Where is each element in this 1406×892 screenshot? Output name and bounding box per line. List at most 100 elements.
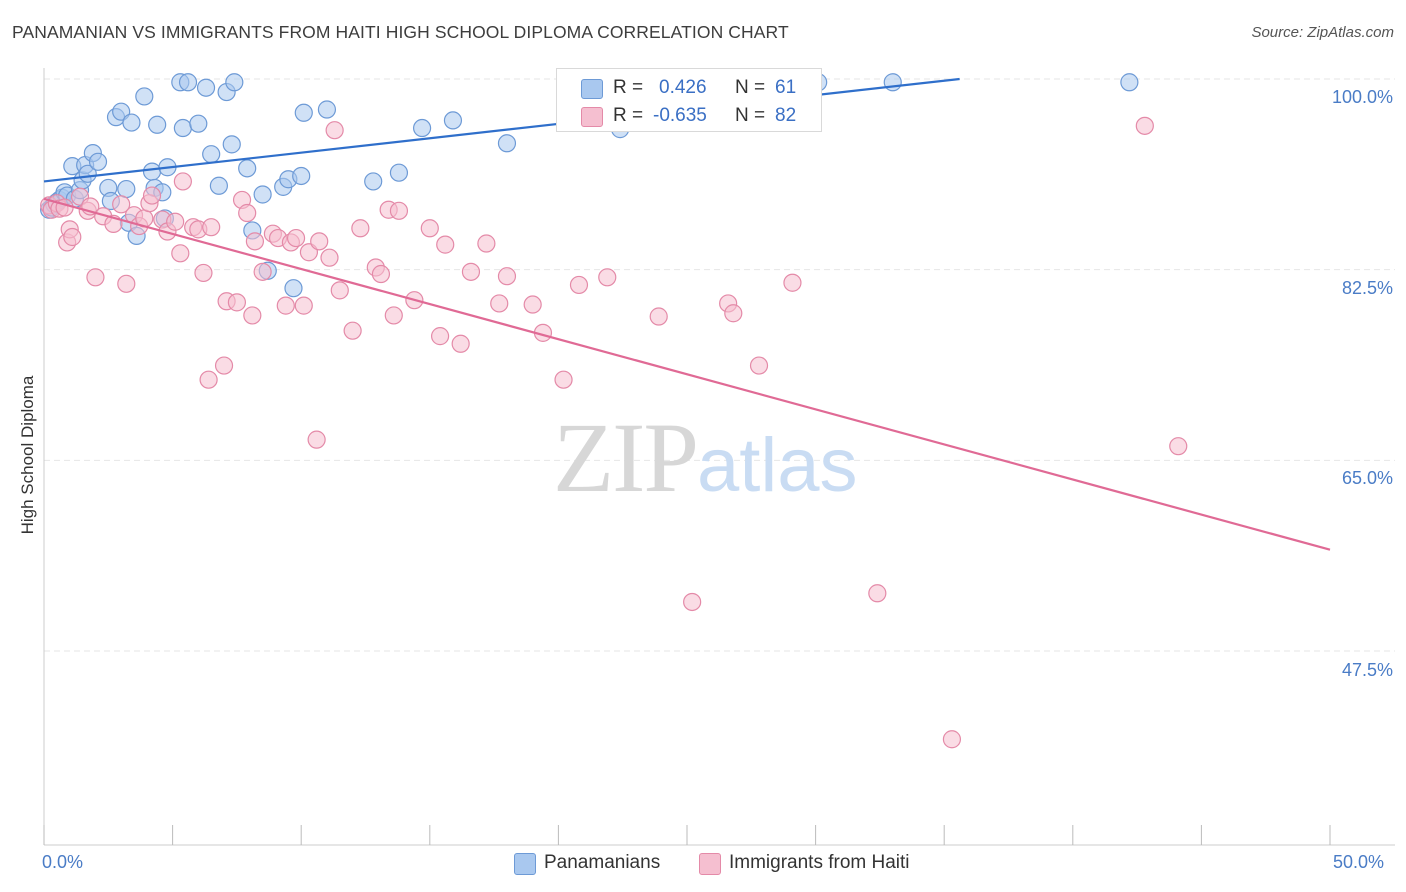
- haiti-point: [497, 267, 517, 286]
- haiti-point: [142, 186, 162, 205]
- haiti-point: [112, 195, 131, 214]
- axes-layer: [43, 68, 1395, 846]
- panamanians-point: [135, 87, 154, 106]
- y-tick-label: 65.0%: [1341, 468, 1393, 488]
- panamanians-point: [88, 152, 108, 171]
- haiti-point: [171, 244, 190, 263]
- panamanians-point: [189, 114, 208, 133]
- haiti-point: [294, 296, 313, 315]
- haiti-point: [942, 730, 962, 749]
- haiti-point: [749, 356, 769, 375]
- haiti-point: [868, 584, 887, 603]
- haiti-point: [199, 370, 218, 389]
- pink-swatch: [581, 107, 603, 127]
- panamanians-point: [292, 166, 311, 186]
- haiti-point: [649, 307, 668, 326]
- panamanians-point: [225, 73, 244, 92]
- panamanians-point: [209, 176, 228, 195]
- panamanians-point: [222, 135, 241, 154]
- haiti-point: [569, 275, 589, 295]
- watermark-atlas: atlas: [697, 423, 858, 508]
- haiti-trendline: [43, 197, 1331, 551]
- panamanians-point: [196, 78, 216, 97]
- haiti-point: [86, 268, 105, 287]
- haiti-point: [227, 293, 246, 312]
- haiti-point: [343, 321, 362, 340]
- zipatlas-watermark: ZIPatlas: [553, 400, 858, 515]
- r-label: R =: [613, 105, 644, 126]
- haiti-point: [490, 294, 509, 313]
- haiti-point: [238, 203, 257, 223]
- x-tick-label-max: 50.0%: [1333, 852, 1385, 872]
- panamanians-point: [443, 111, 463, 130]
- haiti-point: [166, 212, 185, 231]
- panamanians-point: [412, 118, 432, 138]
- haiti-point: [783, 273, 802, 292]
- haiti-point: [173, 172, 192, 191]
- haiti-point: [194, 263, 213, 283]
- y-axis-label: High School Diploma: [18, 375, 37, 535]
- stats-row-haiti: R = -0.635 N = 82: [557, 101, 821, 129]
- haiti-point: [598, 268, 617, 287]
- legend-blue-swatch: [514, 853, 536, 875]
- panamanians-point: [117, 179, 136, 199]
- n-label: N =: [735, 105, 766, 126]
- panamanians-point: [294, 103, 313, 122]
- haiti-point: [1169, 437, 1188, 456]
- n-label: N =: [735, 77, 766, 98]
- n-value: 61: [775, 77, 797, 98]
- haiti-point: [320, 248, 339, 267]
- legend-label: Panamanians: [544, 852, 661, 873]
- haiti-point: [202, 218, 221, 237]
- haiti-point: [253, 262, 272, 281]
- haiti-point: [1135, 116, 1154, 135]
- haiti-point: [276, 296, 295, 315]
- haiti-point: [430, 327, 450, 346]
- haiti-point: [554, 370, 573, 389]
- panamanians-point: [317, 100, 337, 119]
- panamanians-point: [122, 113, 141, 132]
- panamanians-point: [238, 159, 257, 178]
- haiti-point: [307, 430, 326, 449]
- haiti-point: [243, 306, 262, 325]
- panamanians-point: [148, 115, 167, 134]
- n-value: 82: [775, 105, 797, 126]
- panamanians-point: [173, 118, 192, 138]
- watermark-zip: ZIP: [553, 402, 699, 513]
- haiti-point: [384, 306, 403, 325]
- correlation-stats-box: R = 0.426 N = 61 R = -0.635 N = 82: [556, 68, 822, 132]
- haiti-point: [325, 121, 344, 140]
- haiti-point: [724, 304, 743, 323]
- haiti-point: [451, 334, 470, 353]
- y-tick-label: 47.5%: [1341, 660, 1393, 680]
- panamanians-point: [202, 145, 221, 164]
- haiti-point: [683, 592, 702, 612]
- panamanians-point: [364, 172, 383, 191]
- haiti-point: [420, 219, 439, 238]
- chart-title: PANAMANIAN VS IMMIGRANTS FROM HAITI HIGH…: [12, 22, 789, 42]
- legend-label: Immigrants from Haiti: [729, 852, 910, 873]
- haiti-point: [461, 262, 481, 281]
- haiti-point: [310, 232, 329, 251]
- panamanians-point: [253, 185, 272, 204]
- haiti-point: [214, 356, 234, 375]
- haiti-point: [245, 232, 265, 251]
- panamanians-point: [389, 163, 409, 182]
- haiti-point: [330, 281, 349, 300]
- r-value: 0.426: [659, 77, 707, 98]
- y-tick-label: 100.0%: [1331, 87, 1393, 107]
- stats-row-panamanians: R = 0.426 N = 61: [557, 73, 821, 101]
- panamanians-point: [1120, 73, 1139, 92]
- panamanians-points: [40, 73, 1139, 298]
- haiti-point: [389, 201, 409, 220]
- panamanians-point: [142, 162, 162, 181]
- haiti-point: [117, 274, 136, 293]
- haiti-point: [351, 219, 370, 238]
- haiti-points: [40, 116, 1188, 749]
- r-label: R =: [613, 77, 644, 98]
- r-value: -0.635: [653, 105, 707, 126]
- haiti-point: [55, 198, 74, 217]
- haiti-point: [371, 264, 391, 284]
- panamanians-point: [497, 134, 517, 153]
